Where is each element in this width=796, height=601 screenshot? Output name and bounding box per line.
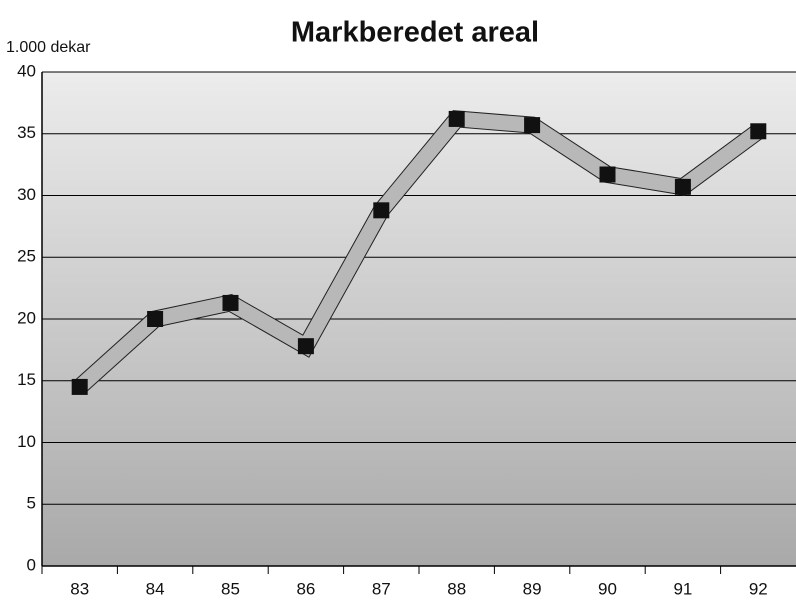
marker <box>373 202 390 219</box>
x-tick-label: 92 <box>749 579 768 598</box>
marker <box>750 123 767 140</box>
y-tick-label: 40 <box>17 61 36 80</box>
x-tick-label: 86 <box>296 579 315 598</box>
marker <box>222 294 239 311</box>
y-tick-label: 5 <box>27 494 36 513</box>
marker <box>599 166 616 183</box>
x-tick-label: 88 <box>447 579 466 598</box>
marker <box>297 338 314 355</box>
y-tick-label: 15 <box>17 370 36 389</box>
marker <box>147 311 164 327</box>
y-axis-label: 1.000 dekar <box>6 39 91 56</box>
chart-title: Markberedet areal <box>291 17 539 49</box>
x-tick-label: 90 <box>598 579 617 598</box>
y-tick-label: 20 <box>17 308 36 327</box>
x-tick-label: 91 <box>673 579 692 598</box>
line <box>74 111 763 393</box>
y-tick-label: 35 <box>17 123 36 142</box>
x-tick-label: 84 <box>146 579 165 598</box>
marker <box>71 378 88 395</box>
y-tick-label: 30 <box>17 185 36 204</box>
x-tick-label: 87 <box>372 579 391 598</box>
x-tick-label: 89 <box>523 579 542 598</box>
y-tick-label: 25 <box>17 247 36 266</box>
marker <box>524 117 541 134</box>
x-tick-label: 83 <box>70 579 89 598</box>
y-tick-label: 10 <box>17 432 36 451</box>
x-tick-label: 85 <box>221 579 240 598</box>
marker <box>674 178 691 195</box>
y-tick-label: 0 <box>27 555 36 574</box>
marker <box>448 110 465 127</box>
